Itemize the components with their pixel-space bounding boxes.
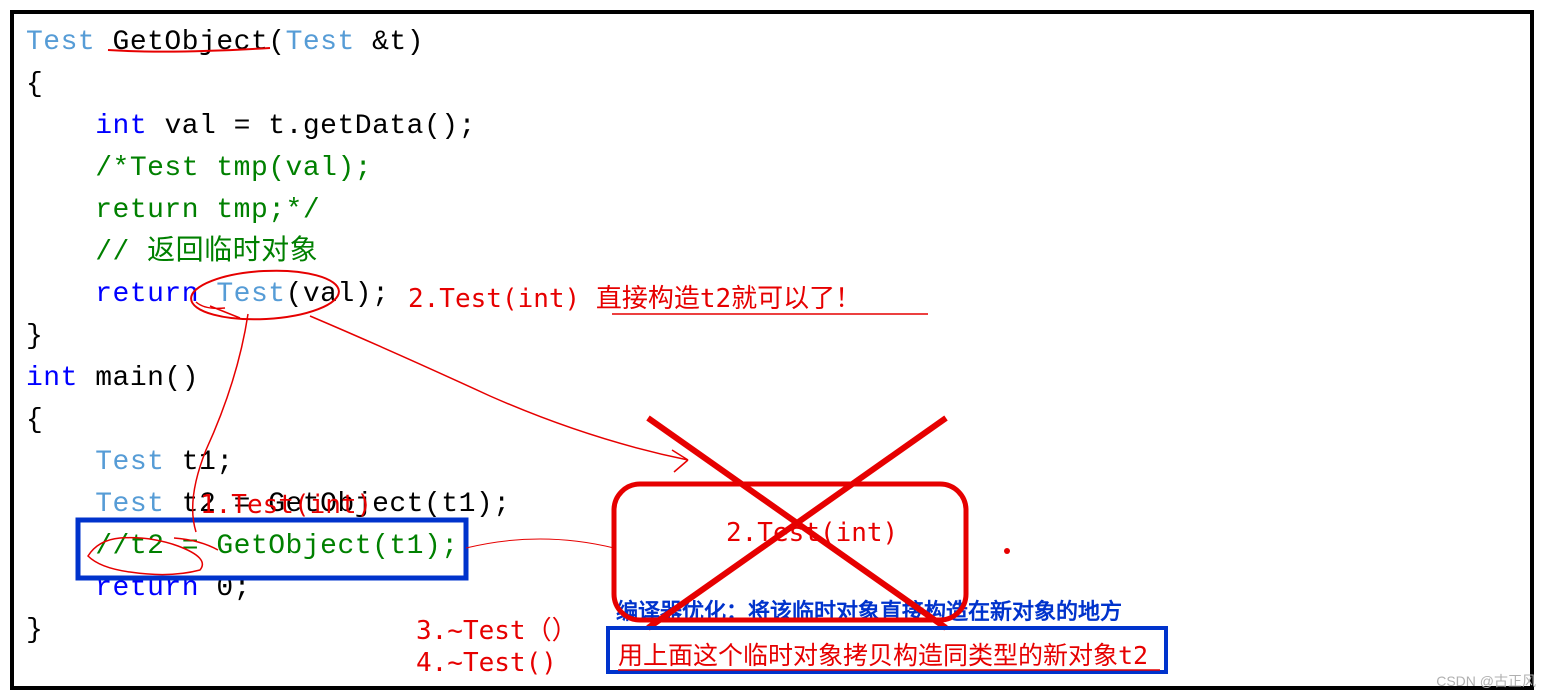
red-dot-icon xyxy=(1004,548,1010,554)
code-line-6: // 返回临时对象 xyxy=(26,232,1518,274)
annotation-1: 1.Test(int) xyxy=(200,490,372,520)
annotation-2: 2.Test(int) 直接构造t2就可以了！ xyxy=(408,278,861,315)
code-line-3: int val = t.getData(); xyxy=(26,106,1518,148)
annotation-4: 4.~Test() xyxy=(416,648,557,678)
annotation-3: 3.~Test（） xyxy=(416,610,578,647)
code-line-10: int main() xyxy=(26,358,1518,400)
code-line-12: Test t1; xyxy=(26,442,1518,484)
type-keyword: Test xyxy=(26,27,95,58)
code-line-8: } xyxy=(26,316,1518,358)
annotation-blue-optimization: 编译器优化：将该临时对象直接构造在新对象的地方 xyxy=(616,594,1122,626)
code-line-1: Test GetObject(Test &t) xyxy=(26,22,1518,64)
code-container: Test GetObject(Test &t) { int val = t.ge… xyxy=(10,10,1534,690)
annotation-copy-construct: 用上面这个临时对象拷贝构造同类型的新对象t2 xyxy=(618,636,1148,672)
watermark-text: CSDN @古正风 xyxy=(1436,671,1536,691)
code-line-5: return tmp;*/ xyxy=(26,190,1518,232)
code-line-2: { xyxy=(26,64,1518,106)
code-line-4: /*Test tmp(val); xyxy=(26,148,1518,190)
annotation-boxed: 2.Test(int) xyxy=(726,518,898,548)
code-line-11: { xyxy=(26,400,1518,442)
